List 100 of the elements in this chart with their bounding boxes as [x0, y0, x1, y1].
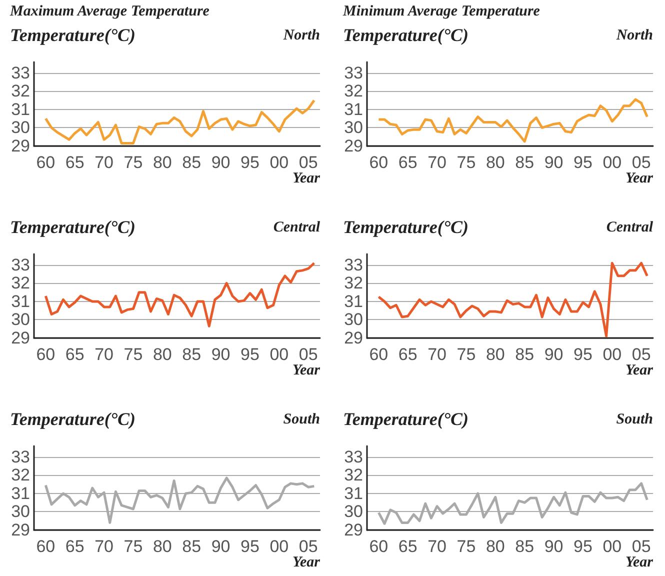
- x-tick-label: 60: [369, 345, 388, 364]
- x-axis-title: Year: [626, 554, 654, 570]
- x-tick-label: 60: [369, 537, 388, 556]
- x-tick-label: 00: [602, 345, 622, 364]
- chart-subtitle: South: [616, 412, 654, 428]
- y-tick-label: 30: [11, 310, 30, 330]
- x-tick-label: 65: [398, 537, 418, 556]
- x-tick-label: 90: [544, 537, 564, 556]
- x-tick-label: 95: [240, 345, 260, 364]
- x-tick-label: 95: [574, 345, 592, 364]
- y-tick-label: 30: [11, 118, 30, 138]
- y-tick-label: 31: [344, 100, 363, 119]
- x-tick-label: 60: [369, 153, 388, 172]
- y-tick-label: 30: [344, 118, 363, 138]
- x-axis-title: Year: [292, 170, 320, 186]
- x-tick-label: 75: [124, 537, 143, 556]
- chart-title: Maximum Average Temperature: [9, 4, 210, 20]
- y-tick-label: 31: [344, 292, 363, 311]
- x-tick-label: 80: [486, 537, 505, 556]
- y-tick-label: 33: [344, 447, 363, 466]
- y-tick-label: 32: [11, 274, 30, 293]
- x-tick-label: 75: [456, 345, 476, 364]
- line-series: [44, 99, 316, 145]
- x-tick-label: 60: [36, 153, 56, 172]
- x-tick-label: 90: [211, 345, 230, 364]
- x-tick-label: 80: [486, 153, 505, 172]
- x-tick-label: 65: [398, 345, 418, 364]
- x-tick-label: 60: [36, 345, 56, 364]
- y-tick-label: 33: [344, 63, 363, 82]
- x-tick-label: 00: [270, 345, 289, 364]
- y-tick-label: 29: [344, 328, 363, 348]
- x-tick-label: 60: [36, 537, 56, 556]
- x-tick-label: 75: [456, 153, 476, 172]
- y-tick-label: 32: [11, 466, 30, 485]
- x-tick-label: 95: [574, 153, 592, 172]
- y-tick-label: 30: [11, 502, 30, 522]
- y-tick-label: 29: [344, 520, 363, 540]
- x-tick-label: 85: [182, 345, 202, 364]
- y-tick-label: 29: [11, 136, 30, 156]
- line-series: [377, 262, 648, 338]
- chart-subtitle: North: [282, 28, 320, 44]
- y-tick-label: 31: [344, 484, 363, 503]
- x-tick-label: 95: [574, 537, 592, 556]
- y-axis-title: Temperature(°C): [10, 25, 136, 45]
- x-axis-title: Year: [626, 170, 654, 186]
- x-tick-label: 85: [182, 537, 202, 556]
- y-tick-label: 29: [11, 328, 30, 348]
- x-tick-label: 90: [211, 153, 230, 172]
- x-tick-label: 05: [298, 537, 318, 556]
- x-tick-label: 05: [632, 153, 651, 172]
- y-tick-label: 31: [11, 484, 30, 503]
- x-tick-label: 80: [152, 537, 172, 556]
- y-tick-label: 30: [344, 310, 363, 330]
- y-tick-label: 31: [11, 292, 30, 311]
- x-tick-label: 05: [298, 345, 318, 364]
- x-tick-label: 95: [240, 153, 260, 172]
- x-tick-label: 70: [94, 537, 114, 556]
- chart-subtitle: South: [283, 412, 320, 428]
- y-tick-label: 32: [344, 82, 363, 101]
- x-axis-title: Year: [626, 362, 654, 378]
- line-series: [377, 98, 648, 143]
- x-tick-label: 05: [632, 537, 651, 556]
- line-series: [44, 262, 316, 328]
- x-tick-label: 90: [544, 153, 564, 172]
- x-tick-label: 75: [124, 345, 143, 364]
- x-tick-label: 00: [602, 537, 622, 556]
- y-tick-label: 29: [344, 136, 363, 156]
- x-tick-label: 70: [94, 345, 114, 364]
- x-tick-label: 65: [65, 153, 84, 172]
- y-tick-label: 31: [11, 100, 30, 119]
- y-tick-label: 33: [11, 255, 30, 274]
- chart-subtitle: Central: [606, 220, 654, 236]
- x-tick-label: 95: [240, 537, 260, 556]
- chart-title: Minimum Average Temperature: [342, 4, 540, 20]
- x-tick-label: 65: [398, 153, 418, 172]
- x-axis-title: Year: [292, 554, 320, 570]
- y-axis-title: Temperature(°C): [343, 217, 469, 237]
- x-axis-title: Year: [292, 362, 320, 378]
- x-tick-label: 65: [65, 537, 84, 556]
- y-axis-title: Temperature(°C): [10, 409, 136, 429]
- x-tick-label: 05: [298, 153, 318, 172]
- x-tick-label: 75: [124, 153, 143, 172]
- x-tick-label: 00: [602, 153, 622, 172]
- chart-subtitle: North: [615, 28, 654, 44]
- x-tick-label: 00: [270, 537, 289, 556]
- y-tick-label: 33: [11, 63, 30, 82]
- x-tick-label: 80: [152, 345, 172, 364]
- y-axis-title: Temperature(°C): [343, 25, 469, 45]
- x-tick-label: 75: [456, 537, 476, 556]
- x-tick-label: 70: [428, 537, 446, 556]
- y-tick-label: 29: [11, 520, 30, 540]
- x-tick-label: 70: [94, 153, 114, 172]
- x-tick-label: 90: [544, 345, 564, 364]
- x-tick-label: 70: [428, 345, 446, 364]
- x-tick-label: 00: [270, 153, 289, 172]
- y-axis-title: Temperature(°C): [343, 409, 469, 429]
- y-tick-label: 33: [344, 255, 363, 274]
- y-tick-label: 32: [344, 466, 363, 485]
- x-tick-label: 85: [515, 537, 534, 556]
- x-tick-label: 85: [182, 153, 202, 172]
